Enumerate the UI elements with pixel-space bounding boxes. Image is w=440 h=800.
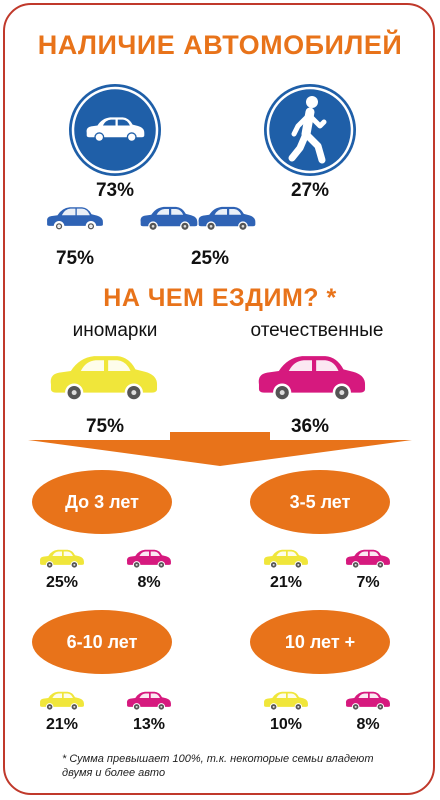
without-car-value: 27% (290, 180, 330, 201)
age-group-3-foreign-value: 10% (269, 716, 303, 733)
age-group-2-domestic-value: 13% (132, 716, 166, 733)
age-group-0-domestic-value: 8% (137, 574, 161, 591)
footnote: * Сумма превышает 100%, т.к. некоторые с… (62, 753, 374, 779)
domestic-label: отечественные (250, 320, 384, 341)
age-group-0-domestic-car-icon (125, 544, 173, 572)
age-group-3-badge: 10 лет + (250, 610, 390, 674)
second-car-icon-b (196, 198, 258, 236)
second-car-icon-a (138, 198, 200, 236)
frame-border (3, 3, 435, 795)
foreign-car-icon (46, 344, 162, 408)
age-group-1-foreign-car-icon (262, 544, 310, 572)
section-title-ownership: НАЛИЧИЕ АВТОМОБИЛЕЙ (37, 30, 403, 60)
down-arrow-divider (28, 432, 412, 468)
age-group-2-foreign-car-icon (38, 686, 86, 714)
one-car-value: 75% (55, 248, 95, 269)
one-car-icon (44, 198, 106, 236)
two-cars-value: 25% (190, 248, 230, 269)
age-group-3-domestic-car-icon (344, 686, 392, 714)
domestic-value: 36% (290, 416, 330, 437)
car-sign-icon (67, 82, 163, 178)
age-group-1-foreign-value: 21% (269, 574, 303, 591)
age-group-1-badge: 3-5 лет (250, 470, 390, 534)
with-car-value: 73% (95, 180, 135, 201)
age-group-0-badge: До 3 лет (32, 470, 172, 534)
section-title-brands: НА ЧЕМ ЕЗДИМ? * (103, 284, 337, 312)
foreign-label: иномарки (72, 320, 158, 341)
domestic-car-icon (254, 344, 370, 408)
foreign-value: 75% (85, 416, 125, 437)
age-group-1-domestic-car-icon (344, 544, 392, 572)
age-group-2-domestic-car-icon (125, 686, 173, 714)
age-group-2-foreign-value: 21% (45, 716, 79, 733)
age-group-0-foreign-car-icon (38, 544, 86, 572)
age-group-1-domestic-value: 7% (356, 574, 380, 591)
age-group-3-domestic-value: 8% (356, 716, 380, 733)
pedestrian-sign-icon (262, 82, 358, 178)
age-group-3-foreign-car-icon (262, 686, 310, 714)
age-group-2-badge: 6-10 лет (32, 610, 172, 674)
age-group-0-foreign-value: 25% (45, 574, 79, 591)
